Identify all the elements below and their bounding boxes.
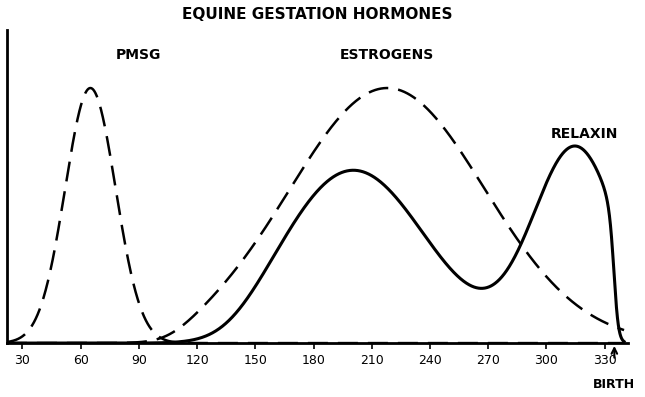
Text: RELAXIN: RELAXIN [550,127,618,141]
Text: BIRTH: BIRTH [593,378,635,391]
Text: PMSG: PMSG [116,48,162,62]
Title: EQUINE GESTATION HORMONES: EQUINE GESTATION HORMONES [182,7,453,22]
Text: ESTROGENS: ESTROGENS [340,48,435,62]
